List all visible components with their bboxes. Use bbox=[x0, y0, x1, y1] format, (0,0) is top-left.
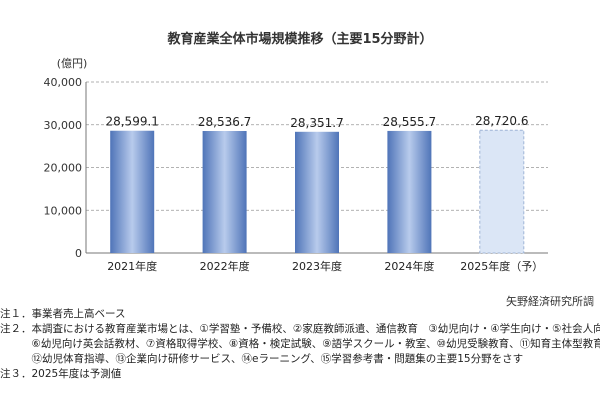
data-label: 28,555.7 bbox=[383, 115, 436, 129]
data-label: 28,720.6 bbox=[475, 114, 528, 128]
chart-title: 教育産業全体市場規模推移（主要15分野計） bbox=[167, 32, 433, 47]
y-tick-label: 40,000 bbox=[44, 76, 83, 89]
bar-forecast bbox=[479, 129, 525, 254]
x-tick-label: 2021年度 bbox=[107, 259, 157, 273]
y-tick-label: 10,000 bbox=[44, 204, 83, 217]
y-tick-label: 20,000 bbox=[44, 162, 83, 175]
footnote-line: 注１．事業者売上高ベース bbox=[0, 308, 126, 320]
data-label: 28,351.7 bbox=[290, 116, 343, 130]
data-label: 28,536.7 bbox=[198, 115, 251, 129]
x-tick-label: 2023年度 bbox=[292, 259, 342, 273]
data-label: 28,599.1 bbox=[105, 115, 158, 129]
footnote-line: ⑥幼児向け英会話教材、⑦資格取得学校、⑧資格・検定試験、⑨語学スクール・教室、⑩… bbox=[0, 338, 600, 350]
bar-chart: (億円) 0 10,000 20,000 30,000 40,000 28,599.1 202… bbox=[44, 57, 548, 273]
bar bbox=[202, 131, 247, 253]
footnote-line: 注２．本調査における教育産業市場とは、①学習塾・予備校、②家庭教師派遣、通信教育… bbox=[0, 323, 600, 335]
source-note: 矢野経済研究所調 bbox=[506, 295, 594, 308]
x-tick-label: 2024年度 bbox=[384, 259, 434, 273]
bar bbox=[387, 130, 432, 253]
y-axis-unit-label: (億円) bbox=[57, 57, 88, 70]
y-tick-label: 30,000 bbox=[44, 119, 83, 132]
x-tick-label: 2022年度 bbox=[200, 259, 250, 273]
x-tick-label: 2025年度（予） bbox=[460, 259, 543, 273]
bar bbox=[295, 131, 339, 253]
bar bbox=[110, 130, 155, 253]
footnote-line: ⑫幼児体育指導、⑬企業向け研修サービス、⑭eラーニング、⑮学習参考書・問題集の主… bbox=[0, 353, 524, 365]
footnotes: 注１．事業者売上高ベース 注２．本調査における教育産業市場とは、①学習塾・予備校… bbox=[0, 307, 600, 382]
y-tick-label: 0 bbox=[75, 247, 82, 260]
footnote-line: 注３．2025年度は予測値 bbox=[0, 368, 122, 380]
